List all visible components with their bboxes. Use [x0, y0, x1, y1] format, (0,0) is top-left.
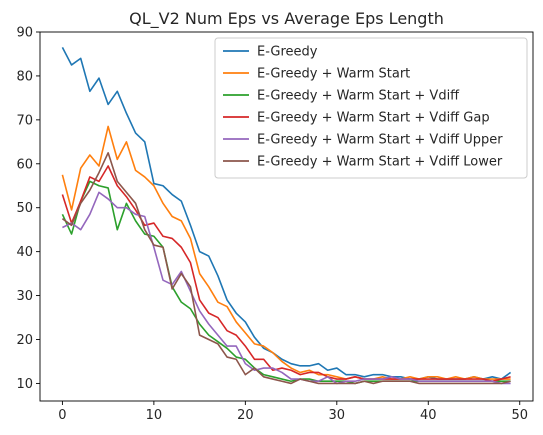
x-axis: 0 10 20 30 40 50: [58, 401, 528, 423]
legend-box: [214, 37, 528, 179]
y-tick-label: 80: [16, 69, 33, 84]
y-tick-label: 90: [16, 26, 33, 41]
x-tick-label: 50: [511, 408, 528, 423]
legend-label: E-Greedy + Warm Start + Vdiff Gap: [257, 111, 490, 126]
x-tick-label: 10: [146, 408, 163, 423]
plot-frame: [39, 31, 534, 402]
legend-label: E-Greedy + Warm Start + Vdiff Lower: [257, 155, 503, 170]
chart-title: QL_V2 Num Eps vs Average Eps Length: [129, 9, 444, 29]
x-tick-label: 40: [420, 408, 437, 423]
y-tick-label: 20: [16, 333, 33, 348]
series-line-5: [62, 191, 511, 385]
y-tick-label: 40: [16, 245, 33, 260]
y-tick-label: 50: [16, 201, 33, 216]
legend-label: E-Greedy + Warm Start + Vdiff: [257, 89, 460, 104]
y-tick-label: 60: [16, 157, 33, 172]
y-tick-label: 10: [16, 377, 33, 392]
series-layer: [61, 47, 512, 385]
series-line-6: [61, 152, 511, 385]
x-tick-label: 0: [58, 408, 66, 423]
y-axis: 10 20 30 40 50 60 70 80 90: [16, 26, 40, 392]
legend-label: E-Greedy + Warm Start + Vdiff Upper: [257, 133, 503, 148]
legend-label: E-Greedy: [257, 45, 318, 60]
series-line-4: [61, 165, 511, 383]
series-line-3: [61, 180, 511, 385]
x-tick-label: 20: [237, 408, 254, 423]
legend-label: E-Greedy + Warm Start: [257, 67, 410, 82]
y-tick-label: 30: [16, 289, 33, 304]
series-line-2: [61, 125, 511, 380]
y-tick-label: 70: [16, 113, 33, 128]
legend: E-Greedy E-Greedy + Warm Start E-Greedy + …: [214, 37, 528, 179]
x-tick-label: 30: [329, 408, 346, 423]
